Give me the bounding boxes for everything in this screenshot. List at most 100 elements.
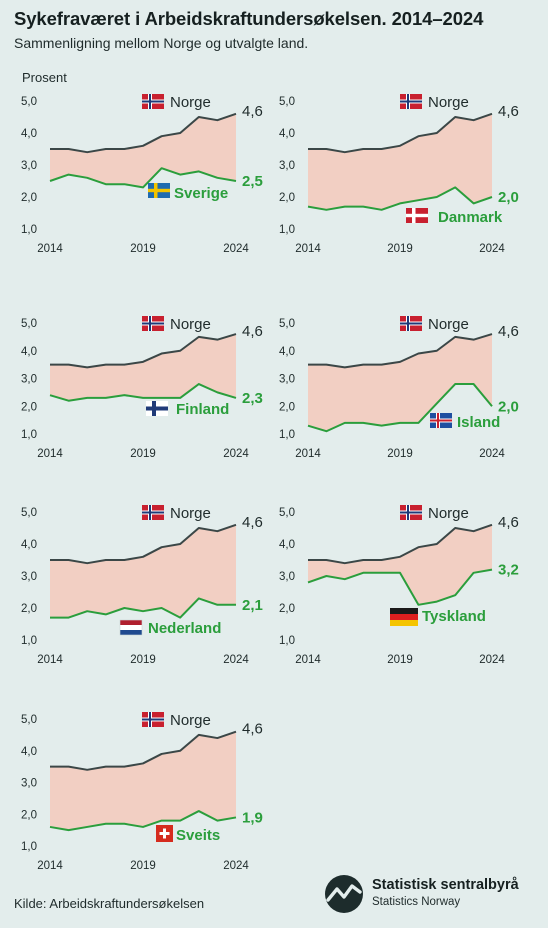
ssb-logo[interactable]: Statistisk sentralbyrå Statistics Norway: [324, 872, 544, 916]
y-tick-label: 5,0: [279, 507, 295, 519]
y-tick-label: 4,0: [279, 539, 295, 551]
x-tick-label: 2024: [479, 654, 505, 666]
norway-flag: [142, 94, 164, 109]
y-tick-label: 3,0: [21, 160, 37, 172]
y-tick-label: 2,0: [279, 192, 295, 204]
compare-last-value: 1,9: [242, 809, 263, 826]
x-tick-label: 2024: [223, 243, 249, 255]
norway-flag: [142, 505, 164, 520]
ssb-logo-icon: [325, 875, 363, 913]
norway-flag: [400, 316, 422, 331]
y-tick-label: 3,0: [21, 374, 37, 386]
norge-series-label: Norge: [170, 316, 211, 333]
x-tick-label: 2024: [479, 448, 505, 460]
gap-area: [50, 731, 236, 831]
norge-last-value: 4,6: [498, 323, 519, 340]
compare-last-value: 2,3: [242, 390, 263, 407]
norge-line: [50, 523, 237, 565]
y-tick-label: 4,0: [279, 346, 295, 358]
y-tick-label: 3,0: [21, 571, 37, 583]
compare-series-label: Finland: [176, 401, 229, 418]
x-tick-label: 2019: [130, 243, 156, 255]
compare-series-label: Danmark: [438, 209, 503, 226]
y-tick-label: 3,0: [279, 374, 295, 386]
norge-series-label: Norge: [428, 505, 469, 522]
norge-line: [50, 730, 237, 771]
gap-area: [308, 524, 492, 605]
x-tick-label: 2019: [130, 860, 156, 872]
compare-line: [50, 597, 236, 619]
iceland-flag: [430, 413, 452, 428]
y-tick-label: 1,0: [279, 224, 295, 236]
x-tick-label: 2014: [37, 243, 63, 255]
norge-series-label: Norge: [170, 94, 211, 111]
norway-flag: [142, 316, 164, 331]
norge-last-value: 4,6: [242, 721, 263, 738]
norge-series-label: Norge: [170, 712, 211, 729]
x-tick-label: 2019: [130, 654, 156, 666]
y-tick-label: 2,0: [21, 603, 37, 615]
denmark-flag: [406, 208, 428, 223]
y-tick-label: 5,0: [21, 714, 37, 726]
gap-area: [50, 113, 236, 188]
norway-flag: [400, 505, 422, 520]
y-tick-label: 4,0: [279, 128, 295, 140]
compare-last-value: 2,0: [498, 189, 519, 206]
norge-last-value: 4,6: [242, 323, 263, 340]
y-tick-label: 5,0: [21, 318, 37, 330]
y-tick-label: 4,0: [21, 746, 37, 758]
switzerland-flag: [156, 825, 173, 842]
y-tick-label: 2,0: [21, 192, 37, 204]
y-tick-label: 1,0: [21, 429, 37, 441]
source-note: Kilde: Arbeidskraftundersøkelsen: [14, 896, 205, 911]
compare-series-label: Island: [457, 414, 500, 431]
compare-last-value: 2,0: [498, 398, 519, 415]
gap-area: [308, 113, 492, 210]
germany-flag: [390, 608, 418, 626]
gap-area: [50, 524, 236, 618]
compare-line: [49, 810, 237, 832]
norge-last-value: 4,6: [242, 514, 263, 531]
y-tick-label: 2,0: [279, 401, 295, 413]
norge-series-label: Norge: [428, 316, 469, 333]
norge-line: [50, 333, 237, 369]
compare-series-label: Sverige: [174, 185, 228, 202]
x-tick-label: 2024: [479, 243, 505, 255]
y-tick-label: 4,0: [21, 346, 37, 358]
y-tick-label: 3,0: [21, 778, 37, 790]
compare-last-value: 2,1: [242, 597, 263, 614]
y-tick-label: 2,0: [21, 401, 37, 413]
norge-last-value: 4,6: [498, 514, 519, 531]
norge-last-value: 4,6: [242, 103, 263, 120]
gap-area: [50, 334, 236, 401]
compare-line: [49, 167, 237, 189]
norge-line: [50, 112, 237, 154]
y-tick-label: 5,0: [279, 318, 295, 330]
logo-name: Statistisk sentralbyrå: [372, 877, 519, 893]
y-tick-label: 1,0: [21, 224, 37, 236]
x-tick-label: 2014: [295, 654, 321, 666]
compare-last-value: 2,5: [242, 173, 263, 190]
compare-line: [307, 568, 493, 606]
y-tick-label: 5,0: [21, 96, 37, 108]
compare-series-label: Tyskland: [422, 608, 486, 625]
compare-last-value: 3,2: [498, 562, 519, 579]
x-tick-label: 2024: [223, 448, 249, 460]
sweden-flag: [148, 183, 170, 198]
y-tick-label: 2,0: [21, 809, 37, 821]
x-tick-label: 2019: [387, 448, 413, 460]
x-tick-label: 2024: [223, 860, 249, 872]
y-tick-label: 1,0: [21, 635, 37, 647]
page-subtitle: Sammenligning mellom Norge og utvalgte l…: [14, 35, 309, 51]
finland-flag: [146, 401, 168, 416]
x-tick-label: 2014: [37, 654, 63, 666]
norge-series-label: Norge: [428, 94, 469, 111]
x-tick-label: 2014: [295, 243, 321, 255]
y-tick-label: 4,0: [21, 128, 37, 140]
norge-line: [308, 523, 493, 565]
compare-line: [307, 186, 493, 211]
y-tick-label: 1,0: [279, 429, 295, 441]
